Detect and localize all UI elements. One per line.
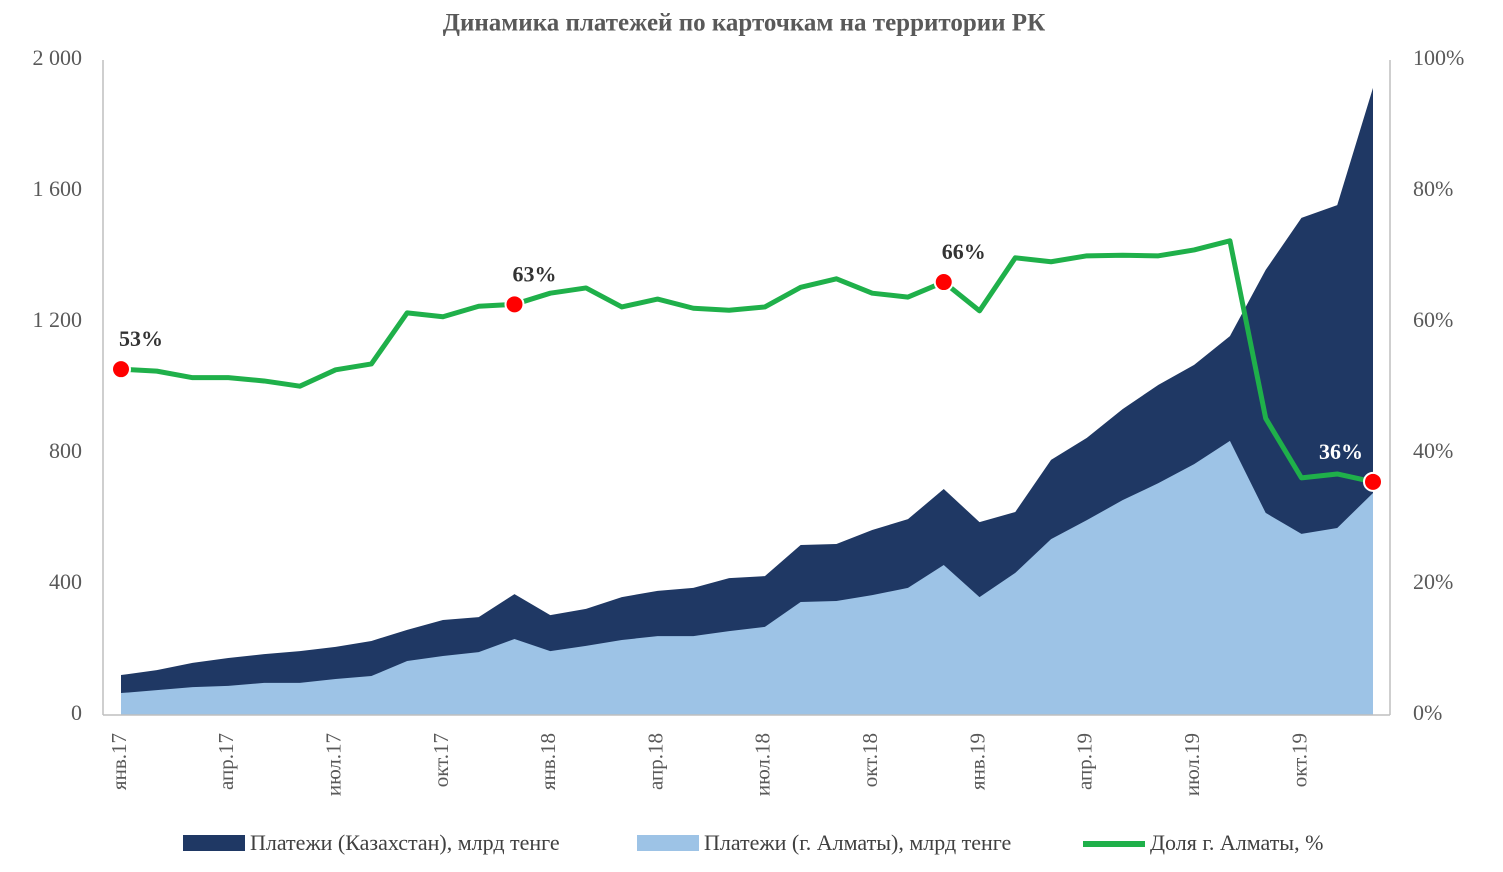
y2-tick-label: 60% bbox=[1413, 307, 1453, 332]
data-label: 66% bbox=[942, 239, 986, 264]
data-label: 63% bbox=[512, 261, 556, 286]
point-marker bbox=[111, 359, 131, 380]
y-tick-label: 2 000 bbox=[33, 45, 83, 70]
y2-tick-label: 80% bbox=[1413, 176, 1453, 201]
legend-swatch bbox=[637, 835, 699, 851]
point-marker bbox=[1363, 471, 1383, 492]
x-tick-label: янв.17 bbox=[107, 733, 131, 790]
x-tick-label: апр.17 bbox=[214, 733, 238, 790]
legend-label: Платежи (г. Алматы), млрд тенге bbox=[704, 830, 1011, 855]
y2-tick-label: 40% bbox=[1413, 438, 1453, 463]
data-label: 36% bbox=[1319, 439, 1363, 464]
y-tick-label: 0 bbox=[71, 700, 82, 725]
chart-title: Динамика платежей по карточкам на террит… bbox=[443, 10, 1045, 37]
y-tick-label: 1 600 bbox=[33, 176, 83, 201]
y2-tick-label: 100% bbox=[1413, 45, 1464, 70]
y-tick-label: 800 bbox=[49, 438, 82, 463]
x-tick-label: июл.17 bbox=[321, 733, 345, 796]
x-tick-label: апр.19 bbox=[1073, 733, 1097, 790]
legend-swatch bbox=[1083, 841, 1145, 847]
x-tick-label: янв.18 bbox=[536, 733, 560, 790]
legend-label: Платежи (Казахстан), млрд тенге bbox=[250, 830, 560, 855]
data-label: 53% bbox=[119, 326, 163, 351]
point-marker bbox=[933, 272, 954, 293]
x-tick-label: июл.18 bbox=[751, 733, 775, 796]
x-tick-label: окт.17 bbox=[429, 733, 453, 787]
y2-tick-label: 20% bbox=[1413, 569, 1453, 594]
area bbox=[121, 440, 1373, 715]
x-tick-label: апр.18 bbox=[643, 733, 667, 790]
y-tick-label: 1 200 bbox=[33, 307, 83, 332]
legend-swatch bbox=[183, 835, 245, 851]
line bbox=[120, 238, 1374, 485]
x-tick-label: июл.19 bbox=[1180, 733, 1204, 796]
x-tick-label: янв.19 bbox=[965, 733, 989, 790]
x-tick-label: окт.19 bbox=[1287, 733, 1311, 787]
x-tick-label: окт.18 bbox=[858, 733, 882, 787]
y-tick-label: 400 bbox=[49, 569, 82, 594]
y2-tick-label: 0% bbox=[1413, 700, 1442, 725]
legend-label: Доля г. Алматы, % bbox=[1150, 830, 1323, 855]
point-marker bbox=[504, 294, 525, 315]
